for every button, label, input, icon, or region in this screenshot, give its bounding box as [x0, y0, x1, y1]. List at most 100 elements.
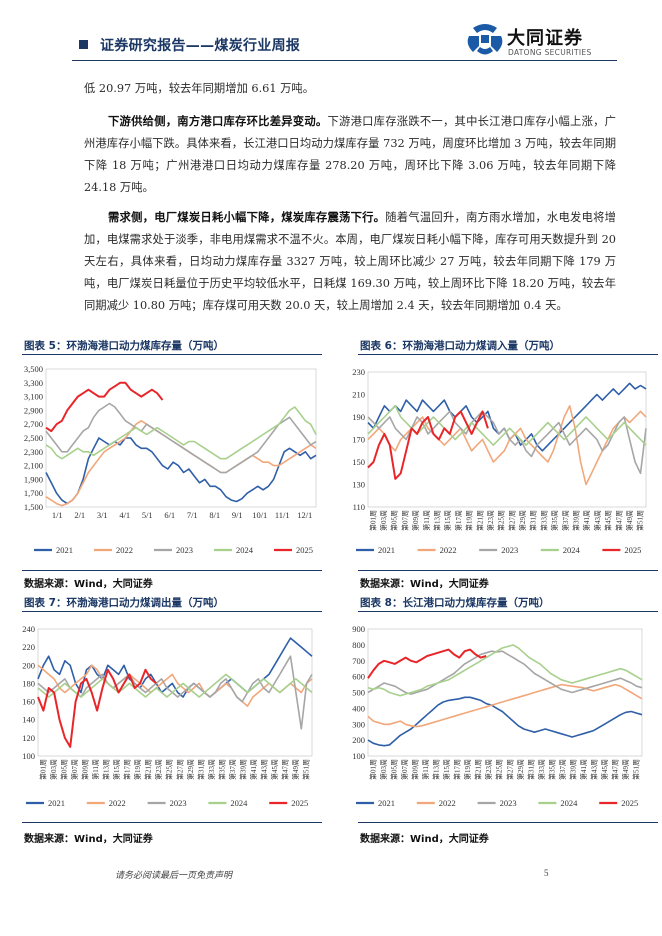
figure-8-chart: 100200300400500600700800900第01周 第03周 第05周第… [352, 624, 643, 808]
x-tick-label: 第43周 [590, 759, 599, 780]
series-line-2021 [367, 382, 647, 452]
y-tick-label: 3,300 [24, 378, 43, 388]
y-tick-label: 240 [22, 624, 35, 634]
plot-area [45, 368, 317, 508]
x-tick-label: 第01周 [38, 759, 47, 780]
x-tick-label: 7/1 [187, 510, 198, 520]
x-tick-label: 第29周 [518, 510, 527, 531]
x-tick-label: 第11周 [421, 759, 430, 780]
series-line-2023 [37, 655, 313, 730]
y-tick-label: 2,300 [24, 447, 43, 457]
figure-8-bottom-rule [358, 822, 658, 823]
x-tick-label: 第33周 [207, 759, 216, 780]
figure-6-source: 数据来源：Wind，大同证券 [360, 579, 489, 590]
legend-label-2022: 2022 [116, 545, 133, 555]
y-tick-label: 110 [353, 502, 365, 512]
x-tick-label: 9/1 [232, 510, 243, 520]
legend-label-2025: 2025 [291, 798, 308, 808]
x-tick-label: 第09周 [80, 759, 89, 780]
x-tick-label: 6/1 [164, 510, 175, 520]
y-tick-label: 160 [22, 697, 35, 707]
figure-6-bottom-rule [358, 570, 658, 571]
x-tick-label: 10/1 [252, 510, 267, 520]
figure-8-rule [358, 611, 658, 612]
x-tick-label: 第47周 [611, 759, 620, 780]
x-tick-label: 12/1 [297, 510, 312, 520]
series-line-2025 [367, 410, 489, 480]
x-tick-label: 11/1 [275, 510, 290, 520]
paragraph-1-lead: 下游供给侧，南方港口库存环比差异变动。 [108, 114, 328, 128]
x-tick-label: 第03周 [49, 759, 58, 780]
x-tick-label: 第25周 [495, 759, 504, 780]
y-tick-label: 210 [352, 390, 365, 400]
figure-5-title: 图表 5：环渤海港口动力煤库存量（万吨） [24, 340, 224, 352]
x-tick-label: 第17周 [454, 510, 463, 531]
x-tick-label: 第13周 [433, 510, 442, 531]
x-tick-label: 第29周 [516, 759, 525, 780]
x-tick-label: 第01周 [368, 510, 377, 531]
x-tick-label: 第19周 [463, 759, 472, 780]
y-tick-label: 500 [352, 688, 365, 698]
y-tick-label: 100 [22, 751, 35, 761]
y-tick-label: 140 [22, 715, 35, 725]
x-tick-label: 第19周 [133, 759, 142, 780]
figure-5-rule [22, 354, 322, 355]
logo-en: DATONG SECURITIES [508, 48, 592, 57]
x-tick-label: 第33周 [539, 510, 548, 531]
legend-label-2022: 2022 [440, 545, 457, 555]
x-tick-label: 3/1 [97, 510, 108, 520]
y-tick-label: 200 [352, 735, 365, 745]
x-tick-label: 第25周 [165, 759, 174, 780]
x-tick-label: 4/1 [119, 510, 130, 520]
x-tick-label: 第33周 [537, 759, 546, 780]
series-line-2024 [367, 644, 643, 697]
legend-label-2022: 2022 [109, 798, 126, 808]
y-tick-label: 220 [22, 642, 35, 652]
y-tick-label: 180 [22, 678, 35, 688]
series-line-2025 [45, 381, 164, 433]
x-tick-label: 第13周 [432, 759, 441, 780]
page-number: 5 [544, 868, 549, 878]
legend-label-2024: 2024 [236, 545, 254, 555]
series-line-2022 [367, 404, 647, 486]
y-tick-label: 190 [352, 412, 365, 422]
figure-7-source: 数据来源：Wind，大同证券 [24, 834, 153, 845]
figure-5-source: 数据来源：Wind，大同证券 [24, 579, 153, 590]
y-tick-label: 400 [352, 703, 365, 713]
report-header-title: 证券研究报告——煤炭行业周报 [100, 38, 301, 54]
x-tick-label: 第31周 [526, 759, 535, 780]
y-tick-label: 150 [352, 457, 365, 467]
figure-5-bottom-rule [22, 570, 322, 571]
figure-7-title: 图表 7：环渤海港口动力煤调出量（万吨） [24, 597, 224, 609]
figure-7-bottom-rule [22, 822, 322, 823]
logo-mark-icon [467, 24, 503, 55]
x-tick-label: 第23周 [484, 759, 493, 780]
footer-disclaimer: 请务必阅读最后一页免责声明 [115, 871, 233, 881]
x-tick-label: 第07周 [70, 759, 79, 780]
x-tick-label: 第19周 [465, 510, 474, 531]
paragraph-2-lead: 需求侧，电厂煤炭日耗小幅下降，煤炭库存震荡下行。 [108, 210, 386, 224]
y-tick-label: 170 [352, 435, 365, 445]
x-tick-label: 第13周 [102, 759, 111, 780]
x-tick-label: 第43周 [593, 510, 602, 531]
y-tick-label: 3,100 [24, 392, 43, 402]
y-tick-label: 2,100 [24, 461, 43, 471]
series-line-2023 [45, 402, 317, 474]
x-tick-label: 第41周 [582, 510, 591, 531]
x-tick-label: 1/1 [52, 510, 63, 520]
x-tick-label: 第11周 [422, 510, 431, 531]
y-tick-label: 2,900 [24, 405, 43, 415]
series-line-2023 [367, 650, 643, 695]
header-marker [79, 40, 88, 49]
x-tick-label: 第39周 [569, 759, 578, 780]
x-tick-label: 第21周 [475, 510, 484, 531]
x-tick-label: 第45周 [604, 510, 613, 531]
series-line-2023 [367, 410, 647, 475]
x-tick-label: 2/1 [74, 510, 85, 520]
x-tick-label: 第37周 [561, 510, 570, 531]
legend-label-2021: 2021 [56, 545, 73, 555]
x-tick-label: 第31周 [529, 510, 538, 531]
paragraph-2: 需求侧，电厂煤炭日耗小幅下降，煤炭库存震荡下行。随着气温回升，南方雨水增加，水电… [84, 206, 616, 317]
x-tick-label: 第51周 [302, 759, 311, 780]
x-tick-label: 第07周 [400, 510, 409, 531]
